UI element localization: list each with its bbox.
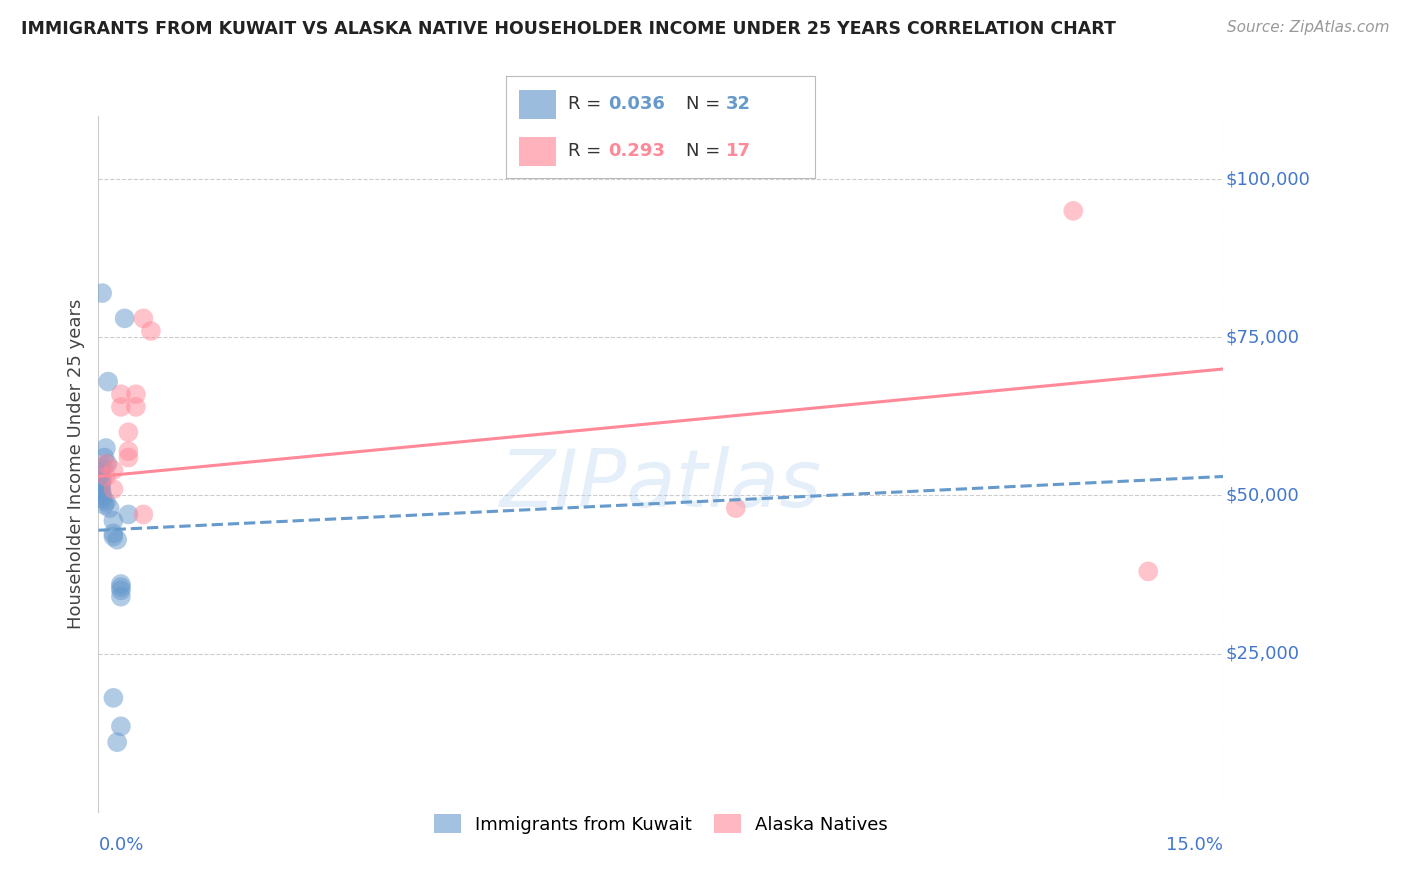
Point [105,735,128,749]
Y-axis label: Householder Income Under 25 years: Householder Income Under 25 years [66,299,84,629]
Point [139,324,162,338]
Legend: Immigrants from Kuwait, Alaska Natives: Immigrants from Kuwait, Alaska Natives [426,807,896,841]
Bar [519,137,555,166]
Point [91,491,114,506]
Point [1137,565,1160,579]
Point [132,508,155,522]
Point [90,475,112,490]
Point [91,473,114,487]
Text: $75,000: $75,000 [1226,328,1299,346]
Point [125,400,148,414]
Point [90,482,112,496]
Point [110,400,132,414]
Text: $100,000: $100,000 [1226,170,1310,188]
Point [103,482,125,496]
Text: IMMIGRANTS FROM KUWAIT VS ALASKA NATIVE HOUSEHOLDER INCOME UNDER 25 YEARS CORREL: IMMIGRANTS FROM KUWAIT VS ALASKA NATIVE … [21,20,1116,37]
Point [103,690,125,705]
Point [96,457,118,471]
Point [132,311,155,326]
Point [724,501,747,516]
Text: 17: 17 [725,142,751,160]
Point [90,469,112,483]
Point [94,495,117,509]
Point [103,526,125,541]
Point [117,444,139,458]
Point [110,580,132,594]
Point [90,485,112,500]
Point [110,577,132,591]
Point [110,719,132,733]
Point [93,498,115,512]
Point [90,479,112,493]
Point [110,583,132,598]
Text: 32: 32 [725,95,751,112]
Text: 0.293: 0.293 [609,142,665,160]
Text: N =: N = [686,95,725,112]
Point [110,590,132,604]
Point [117,508,139,522]
Point [91,286,114,301]
Point [114,311,136,326]
Point [125,387,148,401]
Text: R =: R = [568,142,607,160]
Point [94,441,117,455]
Text: Source: ZipAtlas.com: Source: ZipAtlas.com [1226,20,1389,35]
Point [93,450,115,465]
Text: N =: N = [686,142,725,160]
Point [91,488,114,502]
Point [90,467,112,481]
Point [103,463,125,477]
Point [94,469,117,483]
Text: 0.0%: 0.0% [98,836,143,854]
Point [97,375,120,389]
Point [105,533,128,547]
Point [117,450,139,465]
Point [117,425,139,440]
Text: 0.036: 0.036 [609,95,665,112]
Text: ZIPatlas: ZIPatlas [499,446,823,524]
Point [91,460,114,475]
Text: R =: R = [568,95,607,112]
Bar [519,90,555,119]
Point [94,457,117,471]
Point [103,530,125,544]
Point [110,387,132,401]
Text: $25,000: $25,000 [1226,645,1299,663]
Point [98,501,121,516]
Point [90,463,112,477]
Point [1062,203,1084,218]
Point [103,514,125,528]
Text: $50,000: $50,000 [1226,486,1299,505]
Text: 15.0%: 15.0% [1166,836,1223,854]
